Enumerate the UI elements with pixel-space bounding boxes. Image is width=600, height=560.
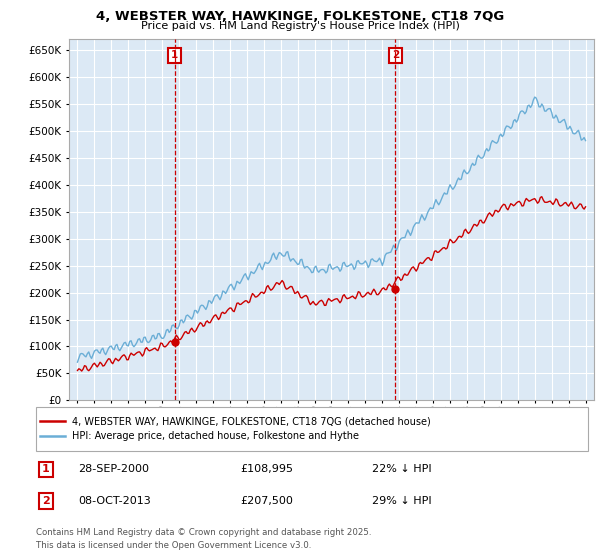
Text: 1: 1	[42, 464, 50, 474]
Text: £207,500: £207,500	[240, 496, 293, 506]
FancyBboxPatch shape	[36, 407, 588, 451]
Text: 28-SEP-2000: 28-SEP-2000	[78, 464, 149, 474]
Text: 4, WEBSTER WAY, HAWKINGE, FOLKESTONE, CT18 7QG: 4, WEBSTER WAY, HAWKINGE, FOLKESTONE, CT…	[96, 10, 504, 23]
Text: 08-OCT-2013: 08-OCT-2013	[78, 496, 151, 506]
Text: 1: 1	[171, 50, 178, 60]
Legend: 4, WEBSTER WAY, HAWKINGE, FOLKESTONE, CT18 7QG (detached house), HPI: Average pr: 4, WEBSTER WAY, HAWKINGE, FOLKESTONE, CT…	[35, 412, 436, 446]
Text: Price paid vs. HM Land Registry's House Price Index (HPI): Price paid vs. HM Land Registry's House …	[140, 21, 460, 31]
Text: £108,995: £108,995	[240, 464, 293, 474]
Text: 2: 2	[392, 50, 399, 60]
Text: 22% ↓ HPI: 22% ↓ HPI	[372, 464, 431, 474]
Text: 2: 2	[42, 496, 50, 506]
Text: 29% ↓ HPI: 29% ↓ HPI	[372, 496, 431, 506]
Text: Contains HM Land Registry data © Crown copyright and database right 2025.
This d: Contains HM Land Registry data © Crown c…	[36, 528, 371, 550]
